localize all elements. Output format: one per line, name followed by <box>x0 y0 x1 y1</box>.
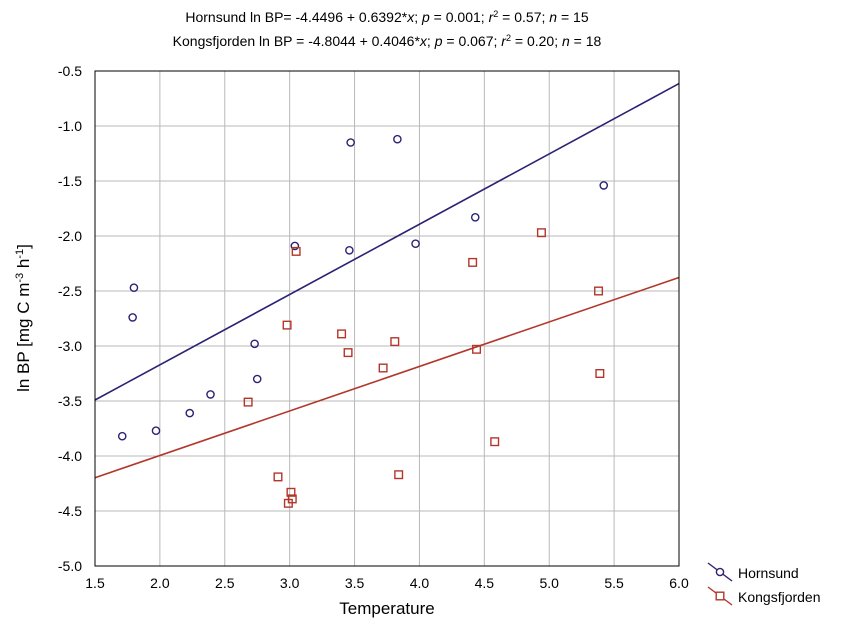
kongsfjorden-point <box>337 329 347 339</box>
hornsund-point <box>411 239 420 248</box>
hornsund-point <box>346 138 355 147</box>
kongsfjorden-point <box>472 344 482 354</box>
kongsfjorden-point <box>594 286 604 296</box>
hornsund-point <box>599 181 609 190</box>
x-tick-label: 3.0 <box>280 575 300 591</box>
x-tick-label: 5.5 <box>604 575 624 591</box>
kongsfjorden-point <box>378 363 388 373</box>
kongsfjorden-point <box>390 337 400 347</box>
kongsfjorden-point <box>468 257 478 267</box>
kongsfjorden-point <box>490 437 500 447</box>
x-tick-label: 2.0 <box>150 575 170 591</box>
hornsund-point <box>470 212 480 222</box>
regression-lines <box>94 82 680 479</box>
hornsund-point <box>129 283 139 293</box>
y-tick-label: -5.0 <box>58 558 82 574</box>
x-tick-label: 5.0 <box>539 575 559 591</box>
hornsund-point <box>252 374 262 384</box>
kongsfjorden-point <box>394 470 404 480</box>
y-tick-label: -2.0 <box>58 228 82 244</box>
x-tick-label: 4.5 <box>475 575 495 591</box>
kongsfjorden-point <box>286 487 296 497</box>
x-tick-label: 1.5 <box>85 575 105 591</box>
hornsund-point <box>345 245 354 255</box>
legend: Hornsund Kongsfjorden <box>707 562 821 606</box>
y-tick-label: -2.5 <box>58 283 82 299</box>
hornsund-legend-marker <box>715 567 725 577</box>
kongsfjorden-point <box>291 246 301 256</box>
hornsund-point <box>290 241 300 251</box>
x-axis-label: Temperature <box>339 599 434 618</box>
x-tick-label: 4.0 <box>410 575 430 591</box>
x-tick-label: 6.0 <box>669 575 689 591</box>
title-line-1: Hornsund ln BP= -4.4496 + 0.6392*x; p = … <box>185 9 588 25</box>
kongsfjorden-point <box>287 494 297 504</box>
hornsund-point <box>185 408 195 418</box>
kongsfjorden-fit-line <box>94 276 680 479</box>
data-points <box>117 134 609 508</box>
kongsfjorden-point <box>243 397 253 407</box>
y-tick-label: -1.0 <box>58 118 82 134</box>
y-tick-label: -0.5 <box>58 63 82 79</box>
plot-frame <box>94 70 680 567</box>
kongsfjorden-legend-marker <box>715 591 725 601</box>
y-tick-labels: -5.0 -4.5 -4.0 -3.5 -3.0 -2.5 -2.0 -1.5 -1.0 -0.5 <box>58 63 82 574</box>
hornsund-point <box>128 313 137 322</box>
hornsund-point <box>393 134 402 144</box>
y-axis-label: ln BP [mg C m-3 h-1] <box>14 244 33 392</box>
hornsund-point <box>117 431 127 441</box>
kongsfjorden-point <box>536 228 546 238</box>
y-tick-label: -3.5 <box>58 393 82 409</box>
y-tick-label: -1.5 <box>58 173 82 189</box>
y-tick-label: -4.0 <box>58 448 82 464</box>
hornsund-fit-line <box>94 82 680 401</box>
kongsfjorden-point <box>343 348 353 358</box>
x-tick-labels: 1.5 2.0 2.5 3.0 3.5 4.0 4.5 5.0 5.5 6.0 <box>85 575 689 591</box>
kongsfjorden-point <box>595 369 605 379</box>
title-line-2: Kongsfjorden ln BP = -4.8044 + 0.4046*x;… <box>173 33 602 49</box>
x-tick-label: 3.5 <box>345 575 365 591</box>
grid-lines <box>94 70 680 567</box>
hornsund-point <box>250 339 259 349</box>
kongsfjorden-legend-label: Kongsfjorden <box>738 589 821 605</box>
hornsund-point <box>206 390 215 399</box>
hornsund-legend-label: Hornsund <box>738 565 799 581</box>
chart-title: Hornsund ln BP= -4.4496 + 0.6392*x; p = … <box>173 9 602 49</box>
kongsfjorden-point <box>273 472 283 482</box>
y-tick-label: -3.0 <box>58 338 82 354</box>
x-tick-label: 2.5 <box>215 575 235 591</box>
hornsund-point <box>151 426 161 436</box>
kongsfjorden-point <box>282 320 292 330</box>
y-tick-label: -4.5 <box>58 503 82 519</box>
